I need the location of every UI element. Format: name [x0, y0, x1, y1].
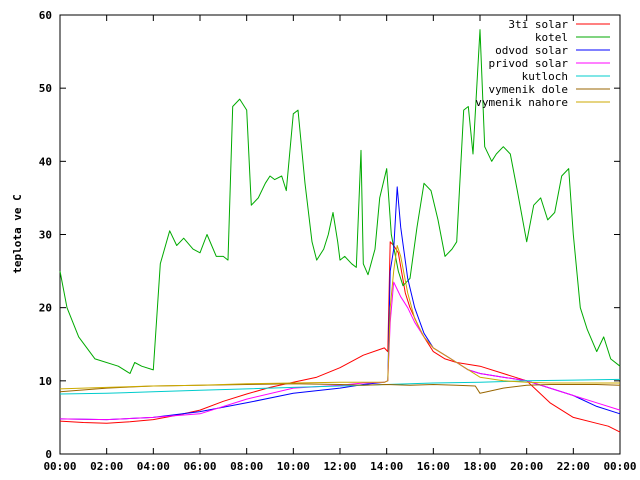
legend-entry: vymenik nahore [475, 96, 610, 109]
series-line-kutloch [59, 378, 621, 395]
legend-label: odvod solar [495, 44, 568, 57]
x-tick-label: 16:00 [417, 460, 450, 473]
x-tick-label: 18:00 [463, 460, 496, 473]
legend-label: vymenik nahore [475, 96, 568, 109]
legend-entry: 3ti solar [508, 18, 610, 31]
x-tick-label: 04:00 [137, 460, 170, 473]
axis-ticks: 00:00 02:00 04:00 06:00 08:00 10:00 12:00 14:00… [39, 9, 637, 473]
y-axis-label: teplota ve C [11, 194, 24, 273]
series-line-privod-solar [59, 281, 621, 421]
legend-label: privod solar [489, 57, 569, 70]
legend-label: kutloch [522, 70, 568, 83]
x-tick-label: 20:00 [510, 460, 543, 473]
y-tick-label: 10 [39, 375, 52, 388]
y-tick-label: 40 [39, 155, 52, 168]
y-tick-label: 30 [39, 229, 52, 242]
x-tick-label: 22:00 [557, 460, 590, 473]
series-layer [59, 29, 621, 433]
x-tick-label: 08:00 [230, 460, 263, 473]
legend-entry: vymenik dole [489, 83, 610, 96]
series-line-3ti-solar [59, 241, 621, 433]
x-tick-label: 10:00 [277, 460, 310, 473]
x-tick-label: 00:00 [43, 460, 76, 473]
legend-label: vymenik dole [489, 83, 568, 96]
series-line-vymenik-nahore [59, 245, 620, 390]
legend-entry: odvod solar [495, 44, 610, 57]
legend-label: kotel [535, 31, 568, 44]
y-tick-label: 20 [39, 302, 52, 315]
x-tick-label: 14:00 [370, 460, 403, 473]
x-tick-label: 02:00 [90, 460, 123, 473]
legend-entry: privod solar [489, 57, 610, 70]
legend-label: 3ti solar [508, 18, 568, 31]
y-tick-label: 0 [45, 448, 52, 461]
x-tick-label: 12:00 [323, 460, 356, 473]
y-tick-label: 60 [39, 9, 52, 22]
legend-entry: kotel [535, 31, 610, 44]
series-line-kotel [59, 29, 621, 374]
x-tick-label: 06:00 [183, 460, 216, 473]
y-tick-label: 50 [39, 82, 52, 95]
x-tick-label: 00:00 [603, 460, 636, 473]
legend-entry: kutloch [522, 70, 610, 83]
